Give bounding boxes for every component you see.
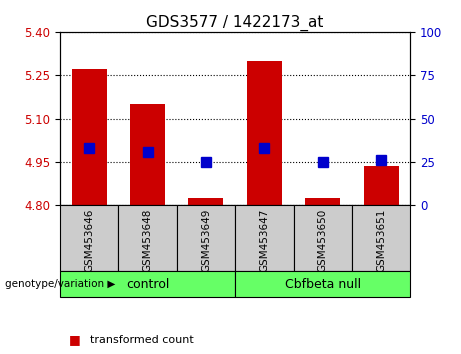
Bar [305,198,340,205]
Bar [235,205,294,271]
Bar [71,69,106,205]
Bar [189,198,224,205]
Text: genotype/variation ▶: genotype/variation ▶ [5,279,115,289]
Bar [235,271,410,297]
Text: GSM453650: GSM453650 [318,209,328,272]
Text: control: control [126,278,169,291]
Text: transformed count: transformed count [90,335,194,345]
Title: GDS3577 / 1422173_at: GDS3577 / 1422173_at [147,14,324,30]
Bar [247,61,282,205]
Bar [118,205,177,271]
Text: GSM453651: GSM453651 [376,209,386,272]
Bar [60,271,235,297]
Bar [294,205,352,271]
Text: GSM453648: GSM453648 [142,209,153,272]
Text: ■: ■ [69,333,81,346]
Text: GSM453646: GSM453646 [84,209,94,272]
Text: Cbfbeta null: Cbfbeta null [284,278,361,291]
Bar [177,205,235,271]
Bar [60,205,118,271]
Text: GSM453647: GSM453647 [259,209,269,272]
Bar [352,205,410,271]
Bar [364,166,399,205]
Bar [130,104,165,205]
Text: GSM453649: GSM453649 [201,209,211,272]
